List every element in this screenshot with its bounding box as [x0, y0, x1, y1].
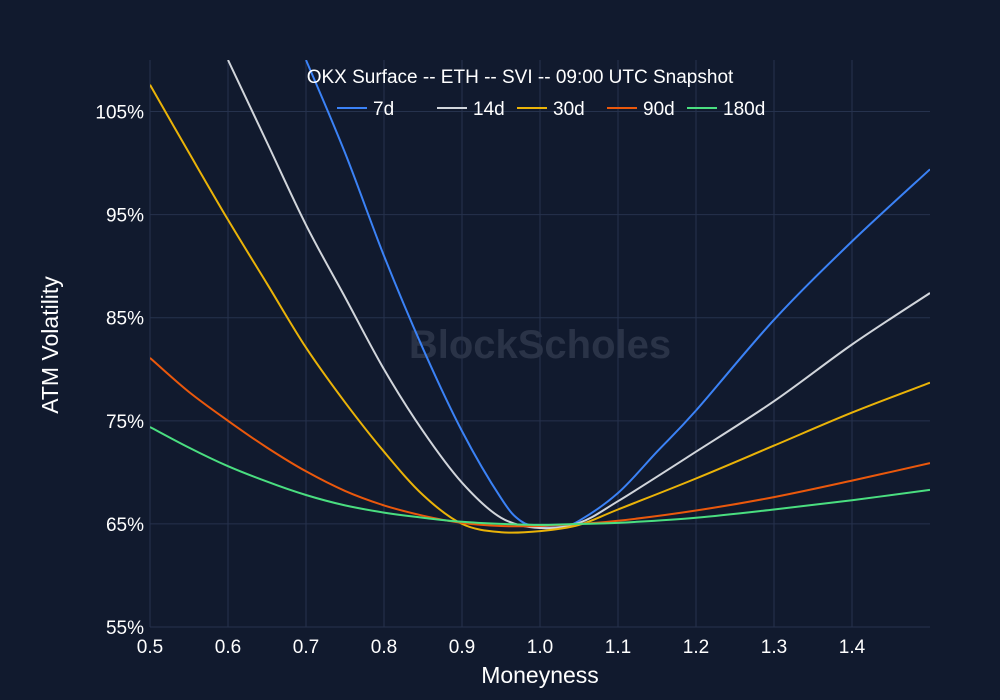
watermark: BlockScholes	[409, 323, 671, 367]
y-tick-label: 65%	[106, 515, 144, 536]
x-tick-label: 0.9	[449, 637, 475, 658]
y-axis-title: ATM Volatility	[37, 276, 63, 414]
y-tick-labels: 55% 65% 75% 85% 95% 105%	[95, 103, 144, 639]
series-line-180d	[150, 426, 930, 526]
legend-label-30d: 30d	[553, 99, 585, 120]
x-tick-label: 0.8	[371, 637, 397, 658]
series-line-30d	[150, 84, 930, 534]
y-tick-label: 85%	[106, 309, 144, 330]
x-tick-label: 1.2	[683, 637, 709, 658]
x-tick-label: 1.4	[839, 637, 866, 658]
x-axis-title: Moneyness	[481, 662, 599, 688]
legend-label-7d: 7d	[373, 99, 394, 120]
x-tick-label: 1.1	[605, 637, 631, 658]
legend-label-14d: 14d	[473, 99, 505, 120]
x-tick-labels: 0.5 0.6 0.7 0.8 0.9 1.0 1.1 1.2 1.3 1.4	[137, 637, 866, 658]
x-tick-label: 0.5	[137, 637, 163, 658]
series-line-14d	[227, 60, 930, 530]
series-line-90d	[150, 357, 930, 528]
x-tick-label: 0.7	[293, 637, 319, 658]
x-tick-label: 0.6	[215, 637, 241, 658]
series-lines	[150, 60, 930, 534]
x-tick-label: 1.0	[527, 637, 553, 658]
y-tick-label: 105%	[95, 103, 144, 124]
x-tick-label: 1.3	[761, 637, 787, 658]
chart-title: OKX Surface -- ETH -- SVI -- 09:00 UTC S…	[307, 67, 734, 88]
y-gridlines	[150, 111, 930, 628]
y-tick-label: 55%	[106, 618, 144, 639]
y-tick-label: 75%	[106, 412, 144, 433]
legend-label-90d: 90d	[643, 99, 675, 120]
legend-label-180d: 180d	[723, 99, 765, 120]
y-tick-label: 95%	[106, 206, 144, 227]
legend: 7d 14d 30d 90d 180d	[337, 99, 765, 120]
